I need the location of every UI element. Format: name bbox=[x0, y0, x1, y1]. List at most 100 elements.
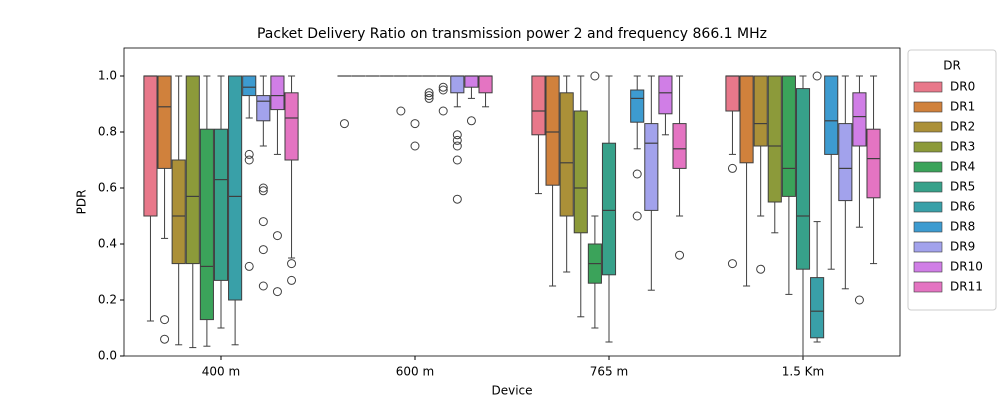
legend-label: DR9 bbox=[950, 240, 975, 254]
legend-swatch bbox=[913, 181, 943, 193]
box bbox=[781, 75, 796, 197]
outlier bbox=[438, 82, 448, 92]
box bbox=[242, 75, 257, 97]
legend-swatch bbox=[913, 81, 943, 93]
outlier bbox=[244, 155, 254, 165]
box bbox=[725, 75, 740, 112]
legend-swatch bbox=[913, 161, 943, 173]
outlier bbox=[258, 186, 268, 196]
box bbox=[450, 75, 465, 94]
outlier bbox=[452, 155, 462, 165]
outlier bbox=[287, 275, 297, 285]
legend-label: DR11 bbox=[950, 280, 983, 294]
box bbox=[866, 128, 881, 199]
outlier bbox=[272, 287, 282, 297]
outlier bbox=[410, 119, 420, 129]
box bbox=[284, 92, 299, 161]
box bbox=[256, 95, 271, 122]
outlier bbox=[438, 85, 448, 95]
y-axis-label: PDR bbox=[75, 190, 89, 215]
box bbox=[601, 142, 617, 276]
y-tick-label: 1.0 bbox=[98, 69, 117, 83]
box bbox=[199, 128, 214, 321]
legend-label: DR5 bbox=[950, 180, 975, 194]
outlier bbox=[287, 259, 297, 269]
legend-label: DR4 bbox=[950, 160, 975, 174]
legend-swatch bbox=[913, 241, 943, 253]
box bbox=[644, 123, 659, 211]
outlier bbox=[160, 334, 170, 344]
outlier bbox=[424, 91, 434, 101]
chart-title: Packet Delivery Ratio on transmission po… bbox=[257, 26, 767, 42]
box bbox=[478, 75, 493, 94]
legend-label: DR0 bbox=[950, 80, 975, 94]
legend-swatch bbox=[913, 141, 943, 153]
x-tick-label: 400 m bbox=[202, 365, 240, 379]
outlier bbox=[258, 183, 268, 193]
x-tick-label: 765 m bbox=[590, 365, 628, 379]
box bbox=[739, 75, 754, 164]
outlier bbox=[632, 169, 642, 179]
outlier bbox=[756, 264, 766, 274]
outlier bbox=[632, 211, 642, 221]
legend-label: DR6 bbox=[950, 200, 975, 214]
outlier bbox=[675, 250, 685, 260]
outlier bbox=[244, 261, 254, 271]
outlier bbox=[339, 119, 349, 129]
outlier bbox=[244, 149, 254, 159]
box bbox=[213, 128, 229, 281]
box bbox=[795, 88, 811, 270]
box bbox=[658, 75, 673, 115]
outlier bbox=[466, 116, 476, 126]
outlier bbox=[258, 217, 268, 227]
x-tick-label: 1.5 Km bbox=[782, 365, 824, 379]
outlier bbox=[438, 106, 448, 116]
plot-frame bbox=[123, 47, 901, 357]
outlier bbox=[590, 71, 600, 81]
box bbox=[672, 123, 687, 169]
legend-swatch bbox=[913, 281, 943, 293]
legend-swatch bbox=[913, 221, 943, 233]
x-axis-label: Device bbox=[491, 384, 532, 398]
outlier bbox=[452, 135, 462, 145]
outlier bbox=[396, 106, 406, 116]
outlier bbox=[452, 130, 462, 140]
box bbox=[143, 75, 158, 217]
legend-swatch bbox=[913, 101, 943, 113]
box bbox=[270, 75, 285, 111]
box bbox=[185, 75, 200, 265]
outlier bbox=[854, 295, 864, 305]
box bbox=[171, 159, 186, 265]
y-tick-label: 0.4 bbox=[98, 237, 117, 251]
outlier bbox=[160, 315, 170, 325]
box bbox=[838, 123, 853, 202]
outlier bbox=[258, 281, 268, 291]
box bbox=[753, 75, 768, 147]
legend-label: DR1 bbox=[950, 100, 975, 114]
outlier bbox=[410, 141, 420, 151]
box bbox=[630, 89, 645, 123]
box bbox=[810, 277, 825, 339]
box bbox=[157, 75, 172, 169]
legend-label: DR3 bbox=[950, 140, 975, 154]
y-tick-label: 0.8 bbox=[98, 125, 117, 139]
y-tick-label: 0.6 bbox=[98, 181, 117, 195]
box bbox=[852, 92, 867, 147]
legend-swatch bbox=[913, 201, 943, 213]
outlier bbox=[727, 163, 737, 173]
legend-label: DR10 bbox=[950, 260, 983, 274]
box bbox=[228, 75, 243, 301]
outlier bbox=[258, 245, 268, 255]
legend-label: DR2 bbox=[950, 120, 975, 134]
box bbox=[824, 75, 839, 155]
legend-title: DR bbox=[943, 59, 961, 73]
outlier bbox=[272, 231, 282, 241]
box bbox=[464, 75, 479, 88]
outlier bbox=[452, 194, 462, 204]
outlier bbox=[812, 71, 822, 81]
box bbox=[545, 75, 560, 186]
outlier bbox=[452, 141, 462, 151]
box bbox=[531, 75, 546, 136]
x-tick-label: 600 m bbox=[396, 365, 434, 379]
